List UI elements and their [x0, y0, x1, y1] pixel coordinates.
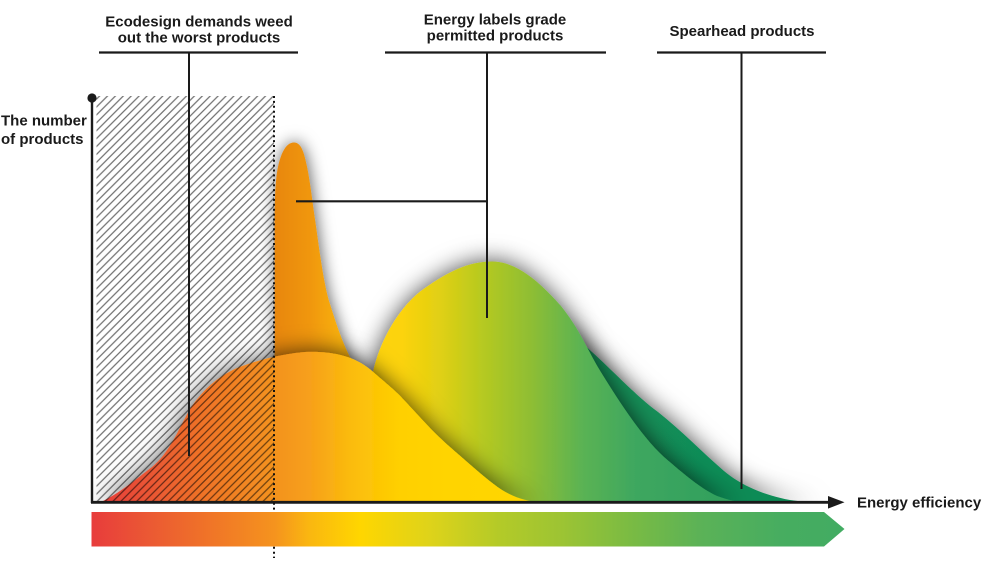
svg-text:of products: of products [1, 131, 84, 148]
svg-text:The number: The number [1, 113, 87, 130]
svg-text:Ecodesign demands weed: Ecodesign demands weed [105, 14, 293, 31]
svg-text:out the worst products: out the worst products [118, 30, 281, 47]
svg-text:permitted products: permitted products [427, 28, 564, 45]
svg-text:Energy labels grade: Energy labels grade [424, 12, 567, 29]
svg-text:Energy efficiency: Energy efficiency [857, 495, 982, 512]
svg-text:Spearhead products: Spearhead products [669, 23, 814, 40]
